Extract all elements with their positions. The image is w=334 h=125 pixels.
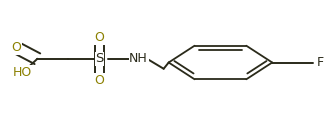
Text: HO: HO (13, 66, 32, 79)
Text: O: O (11, 41, 21, 54)
Text: NH: NH (129, 52, 148, 65)
Text: F: F (317, 56, 324, 69)
Text: O: O (95, 31, 105, 44)
Text: S: S (95, 52, 104, 65)
Text: O: O (95, 74, 105, 86)
